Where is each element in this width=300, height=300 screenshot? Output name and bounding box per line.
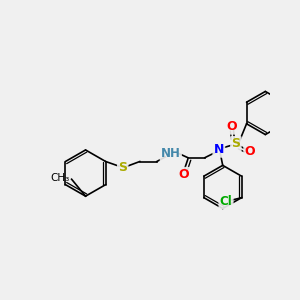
Text: O: O bbox=[178, 168, 189, 181]
Text: CH₃: CH₃ bbox=[51, 173, 70, 184]
Text: NH: NH bbox=[161, 147, 181, 160]
Text: S: S bbox=[231, 137, 240, 150]
Text: O: O bbox=[227, 120, 237, 134]
Text: O: O bbox=[244, 145, 255, 158]
Text: N: N bbox=[214, 143, 224, 157]
Text: S: S bbox=[118, 161, 127, 174]
Text: Cl: Cl bbox=[220, 195, 232, 208]
